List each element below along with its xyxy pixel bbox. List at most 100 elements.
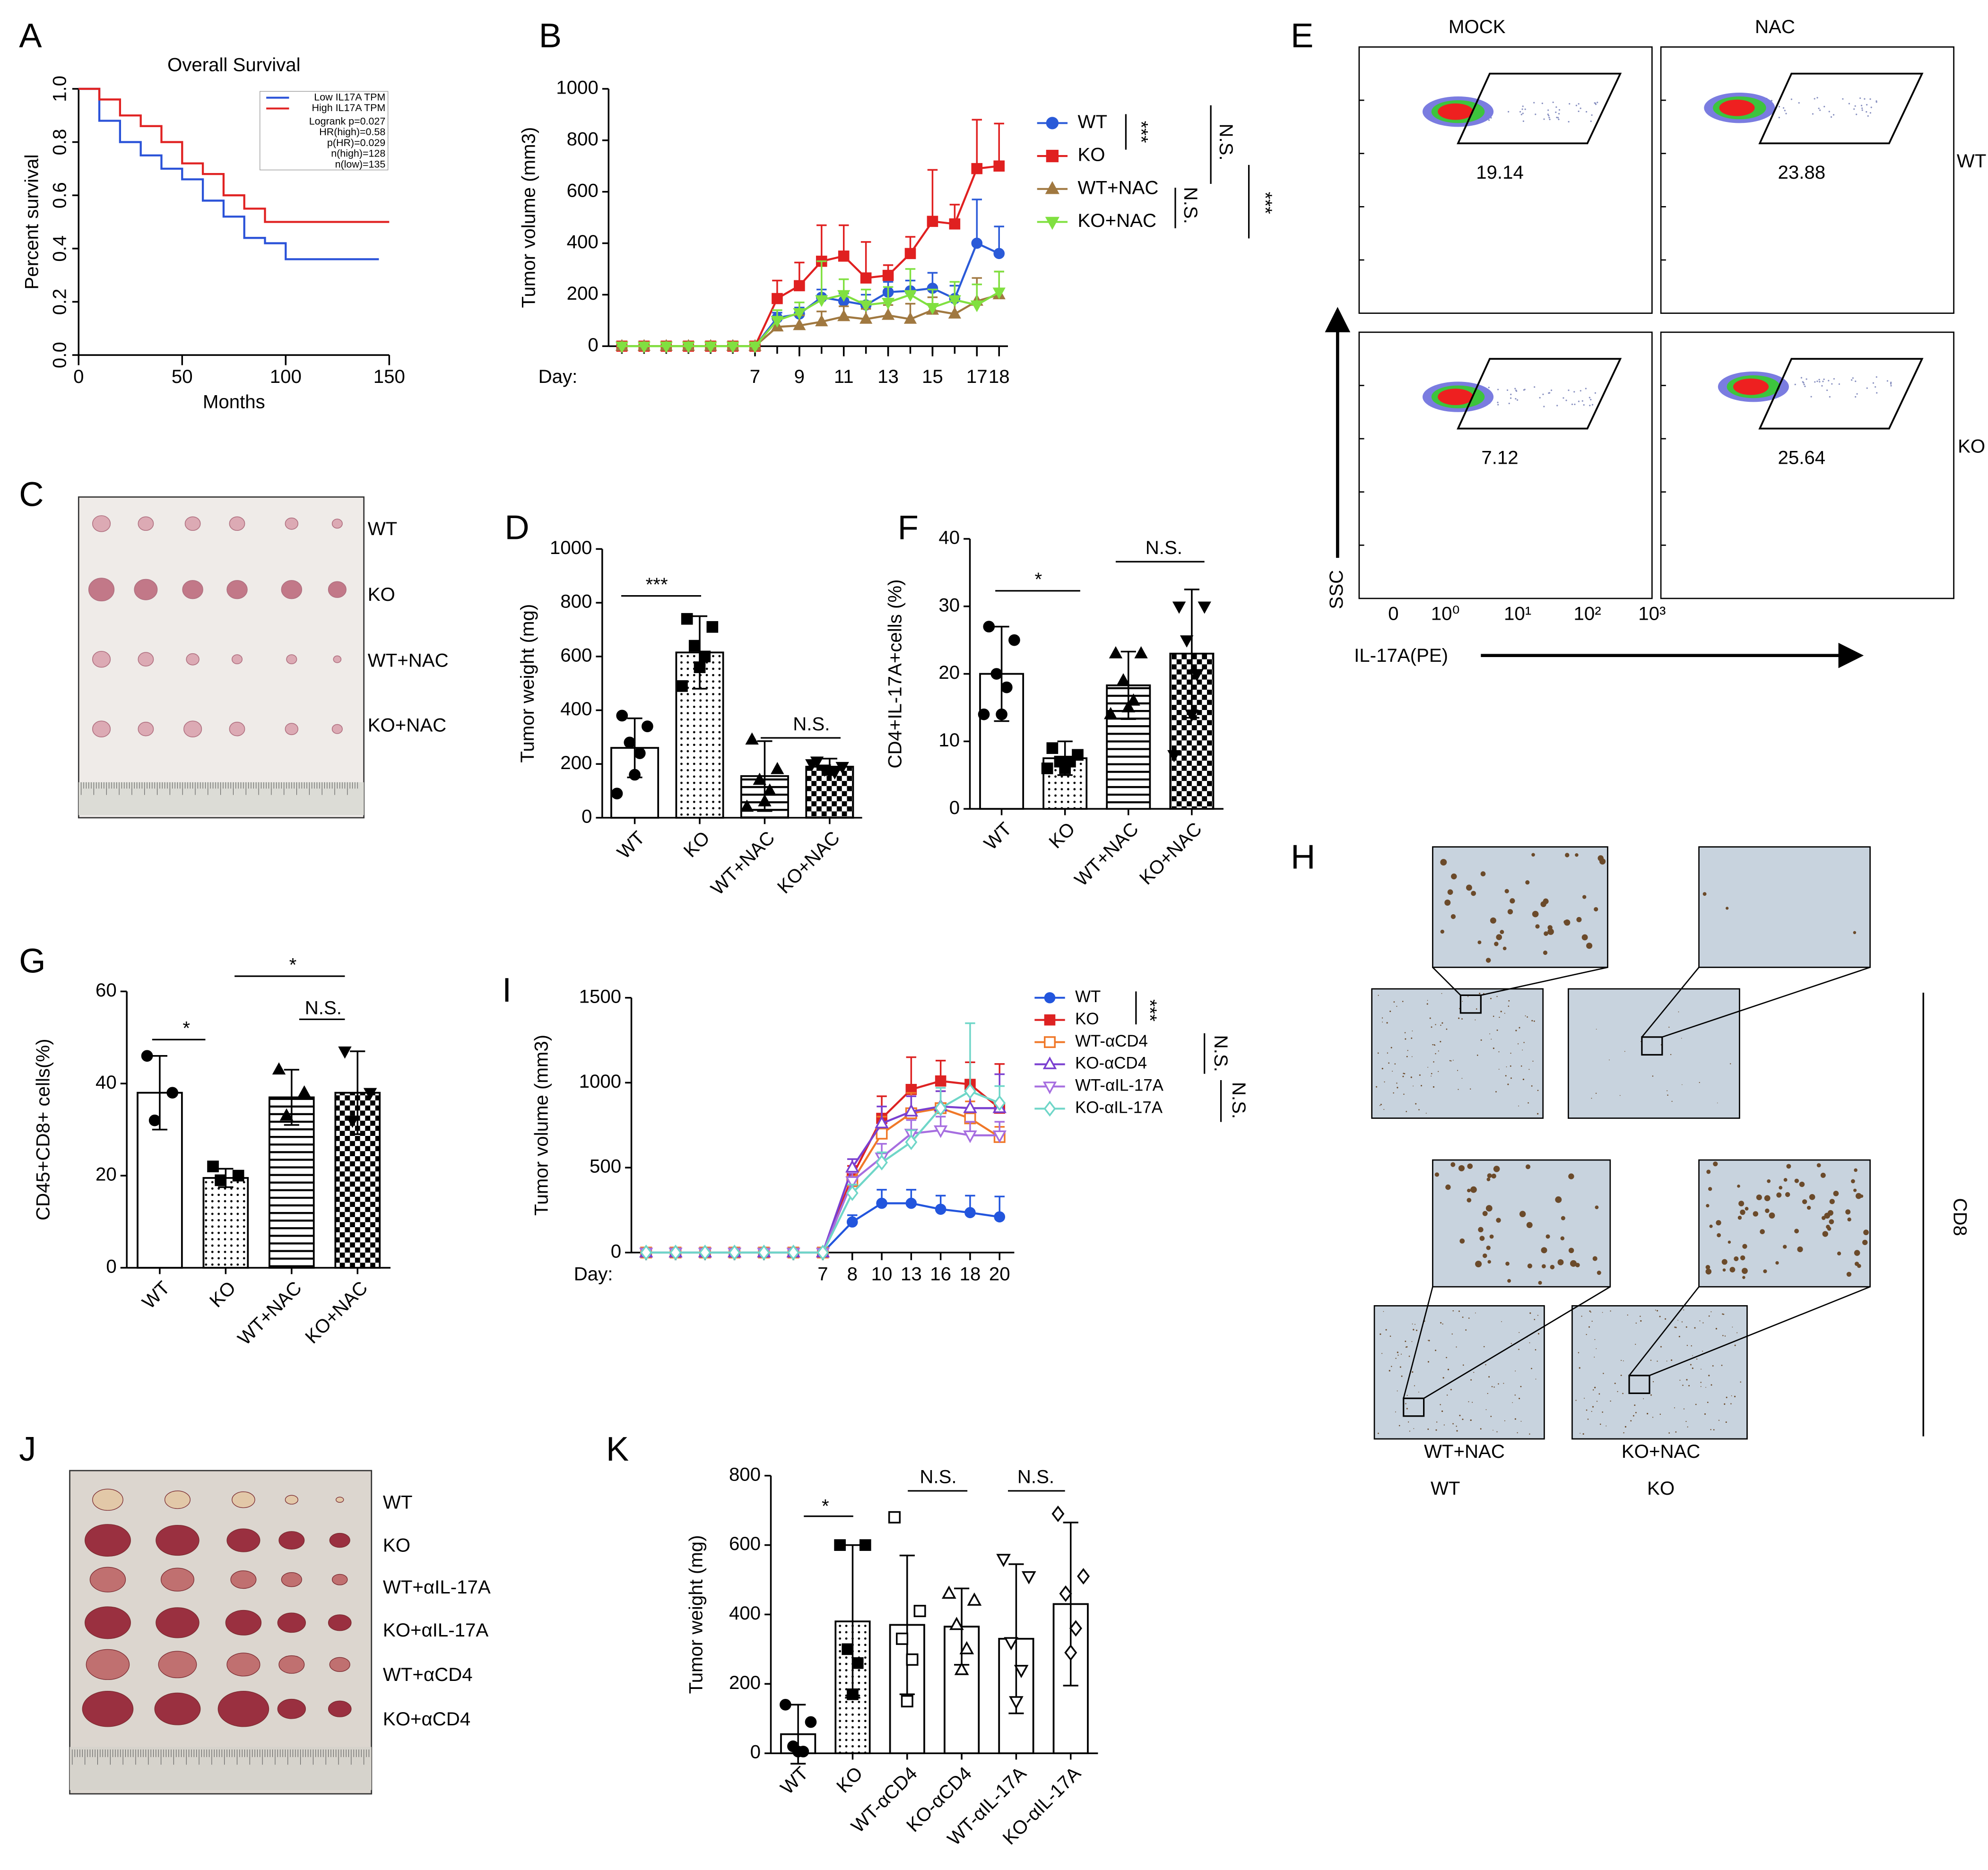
stained-cell — [1412, 1030, 1413, 1031]
gate — [1758, 358, 1924, 430]
flow-plot — [1660, 331, 1954, 599]
data-point — [753, 772, 766, 785]
stained-cell — [1378, 995, 1379, 996]
stained-cell — [1444, 899, 1451, 906]
series-line — [622, 291, 1000, 347]
stained-cell — [1854, 1168, 1858, 1172]
x-tick-label: WT — [613, 827, 649, 863]
stained-cell — [1442, 1323, 1443, 1325]
panel-letter: I — [502, 971, 512, 1009]
ihc-image — [1432, 846, 1608, 968]
legend-label: KO+NAC — [1077, 210, 1156, 231]
event — [1542, 393, 1544, 395]
annotation: N.S. — [1146, 537, 1182, 558]
event — [1524, 108, 1526, 110]
legend-label: KO — [1077, 144, 1105, 165]
event — [1555, 106, 1557, 108]
event — [1533, 102, 1535, 104]
series-line — [646, 1129, 1000, 1254]
data-point — [1014, 1665, 1029, 1679]
stained-cell — [1635, 1322, 1637, 1324]
stained-cell — [1406, 1111, 1407, 1112]
stained-cell — [1396, 1005, 1398, 1007]
stained-cell — [1452, 1310, 1454, 1312]
error-bar — [284, 1069, 299, 1126]
event — [1890, 385, 1892, 387]
stained-cell — [1498, 1069, 1500, 1070]
zoom-line — [1432, 967, 1608, 996]
stained-cell — [1674, 1326, 1676, 1328]
stained-cell — [1468, 1317, 1470, 1319]
stained-cell — [1763, 1269, 1767, 1273]
stained-cell — [1459, 1238, 1465, 1244]
stained-cell — [1510, 1065, 1511, 1067]
error-bar — [972, 119, 982, 169]
tumor — [230, 1570, 257, 1589]
stained-cell — [1734, 1344, 1736, 1346]
panel-letter: B — [539, 17, 562, 55]
tumor — [160, 1567, 194, 1592]
tumor — [286, 654, 297, 665]
stained-cell — [1594, 1339, 1596, 1340]
stained-cell — [1685, 1326, 1687, 1328]
stained-cell — [1438, 1050, 1439, 1052]
data-point — [688, 640, 701, 652]
stained-cell — [1389, 1370, 1390, 1372]
stained-cell — [1447, 1368, 1450, 1370]
data-point — [1172, 601, 1186, 614]
x-tick-label: 7 — [817, 1264, 828, 1285]
stained-cell — [1405, 1038, 1406, 1040]
data-point — [842, 1643, 854, 1655]
data-point — [882, 269, 894, 281]
stained-cell — [1557, 1259, 1564, 1265]
y-tick-label: 0 — [611, 1240, 621, 1262]
event — [1506, 389, 1509, 391]
stained-cell — [1683, 1309, 1684, 1311]
stained-cell — [1453, 1060, 1454, 1061]
event — [1823, 105, 1825, 108]
legend-marker — [1042, 1082, 1057, 1094]
tumor — [85, 1606, 131, 1639]
event — [1832, 114, 1835, 116]
series-line — [646, 1105, 1000, 1254]
stained-cell — [1854, 1262, 1859, 1266]
x-axis-label: Day: — [538, 366, 578, 387]
zoom-line — [1403, 1286, 1611, 1399]
stained-cell — [1450, 1389, 1452, 1391]
stained-cell — [1730, 1403, 1732, 1404]
event — [1778, 106, 1780, 108]
stained-cell — [1671, 1100, 1673, 1102]
stained-cell — [1563, 920, 1567, 924]
stained-cell — [1456, 1426, 1457, 1427]
error-bar — [152, 1055, 167, 1131]
stained-cell — [1519, 1398, 1520, 1399]
stained-cell — [1537, 1113, 1539, 1115]
data-point — [232, 1169, 244, 1182]
stained-cell — [1519, 1027, 1520, 1029]
stained-cell — [1465, 1329, 1467, 1331]
stained-cell — [1534, 1319, 1536, 1320]
stained-cell — [1434, 1044, 1436, 1046]
data-point — [993, 1095, 1006, 1111]
x-tick-label: WT+NAC — [1070, 818, 1143, 891]
data-point — [949, 218, 961, 230]
y-tick-label: 400 — [560, 698, 592, 719]
stained-cell — [1794, 1229, 1799, 1234]
stained-cell — [1381, 1068, 1383, 1070]
stained-cell — [1709, 1224, 1713, 1228]
event — [1814, 381, 1816, 383]
panel-letter: D — [504, 508, 529, 546]
data-point — [616, 710, 628, 722]
stained-cell — [1670, 1054, 1672, 1056]
data-point — [1059, 1585, 1072, 1602]
stained-cell — [1467, 1198, 1472, 1203]
stained-cell — [1518, 1349, 1519, 1350]
tumor — [281, 580, 303, 599]
stained-cell — [1441, 1410, 1443, 1412]
image-label: WT+NAC — [1424, 1441, 1505, 1462]
event — [1590, 121, 1592, 122]
stained-cell — [1535, 1378, 1537, 1380]
stained-cell — [1440, 929, 1444, 934]
stained-cell — [1406, 1394, 1408, 1396]
event — [1497, 389, 1499, 390]
